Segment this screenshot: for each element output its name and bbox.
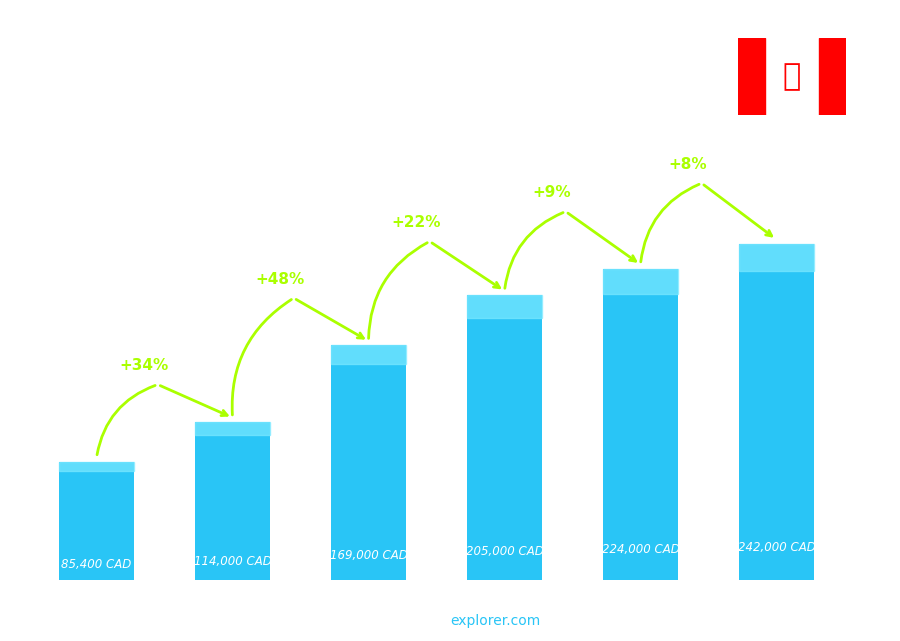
Text: explorer.com: explorer.com: [450, 614, 540, 628]
Text: +22%: +22%: [392, 215, 441, 230]
Text: 205,000 CAD: 205,000 CAD: [465, 545, 544, 558]
Bar: [195, 422, 270, 435]
Bar: [738, 38, 765, 115]
Text: Average Yearly Salary: Average Yearly Salary: [868, 260, 878, 381]
Bar: [739, 244, 814, 271]
Text: 🍁: 🍁: [783, 62, 801, 92]
Text: 224,000 CAD: 224,000 CAD: [601, 542, 680, 556]
Text: 169,000 CAD: 169,000 CAD: [329, 549, 408, 562]
Text: Salary Comparison By Experience: Salary Comparison By Experience: [36, 45, 612, 74]
Text: salary: salary: [402, 614, 450, 628]
Bar: [603, 269, 678, 581]
Bar: [331, 345, 406, 581]
Bar: [195, 422, 270, 581]
Text: Histotechnologist: Histotechnologist: [36, 109, 205, 128]
Text: +34%: +34%: [120, 358, 169, 374]
Bar: [739, 244, 814, 581]
Text: 114,000 CAD: 114,000 CAD: [194, 555, 272, 568]
Text: +48%: +48%: [256, 272, 305, 287]
Bar: [59, 462, 134, 581]
Text: +8%: +8%: [669, 157, 707, 172]
Text: 242,000 CAD: 242,000 CAD: [737, 540, 815, 554]
Bar: [603, 269, 678, 294]
Text: 85,400 CAD: 85,400 CAD: [61, 558, 131, 571]
Bar: [819, 38, 846, 115]
Bar: [467, 296, 542, 318]
Bar: [467, 296, 542, 581]
Bar: [59, 462, 134, 471]
Text: +9%: +9%: [533, 185, 572, 201]
Bar: [331, 345, 406, 364]
